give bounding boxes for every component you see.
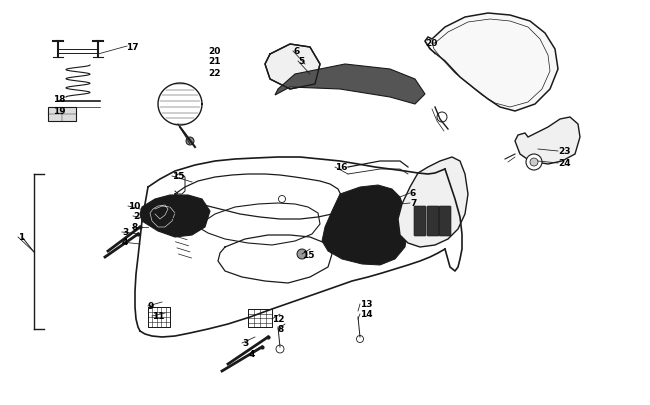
Circle shape [530,159,538,166]
Circle shape [278,196,285,203]
Text: 8: 8 [278,325,284,334]
Polygon shape [140,196,210,237]
Text: 3: 3 [122,228,128,237]
Text: 2: 2 [133,212,139,221]
Text: 5: 5 [298,58,304,66]
Circle shape [186,138,194,146]
Circle shape [356,336,363,343]
Text: 17: 17 [126,43,138,51]
Text: 20: 20 [425,38,437,47]
Polygon shape [275,65,425,105]
Text: 10: 10 [128,202,140,211]
FancyBboxPatch shape [414,207,426,237]
Text: 18: 18 [53,95,66,104]
Text: 1: 1 [18,233,24,242]
Text: 6: 6 [293,47,299,56]
FancyBboxPatch shape [439,207,451,237]
Text: 20: 20 [208,47,220,55]
Bar [248,309,272,327]
Text: 9: 9 [148,302,155,311]
Text: 21: 21 [208,58,220,66]
Text: 24: 24 [558,159,571,168]
Text: 15: 15 [302,250,315,259]
Text: 11: 11 [152,312,164,321]
Text: 8: 8 [132,223,138,232]
Circle shape [437,113,447,123]
Polygon shape [515,118,580,164]
FancyBboxPatch shape [427,207,439,237]
Text: 22: 22 [208,68,220,77]
Text: 4: 4 [249,350,255,358]
Text: 15: 15 [172,172,185,181]
Text: 16: 16 [335,163,348,172]
Text: 4: 4 [122,238,129,247]
Circle shape [526,155,542,171]
Circle shape [276,345,284,353]
Text: 6: 6 [410,189,416,198]
Text: 12: 12 [272,315,285,324]
Circle shape [297,249,307,259]
Text: 19: 19 [53,107,66,116]
Polygon shape [425,14,558,112]
Text: 14: 14 [360,310,372,319]
Text: 13: 13 [360,300,372,309]
Text: 7: 7 [410,199,417,208]
FancyBboxPatch shape [48,108,76,122]
Text: 3: 3 [242,339,248,347]
Bar [148,307,170,327]
Polygon shape [398,158,468,247]
Polygon shape [265,45,320,90]
Polygon shape [322,185,408,265]
Text: 23: 23 [558,147,571,156]
